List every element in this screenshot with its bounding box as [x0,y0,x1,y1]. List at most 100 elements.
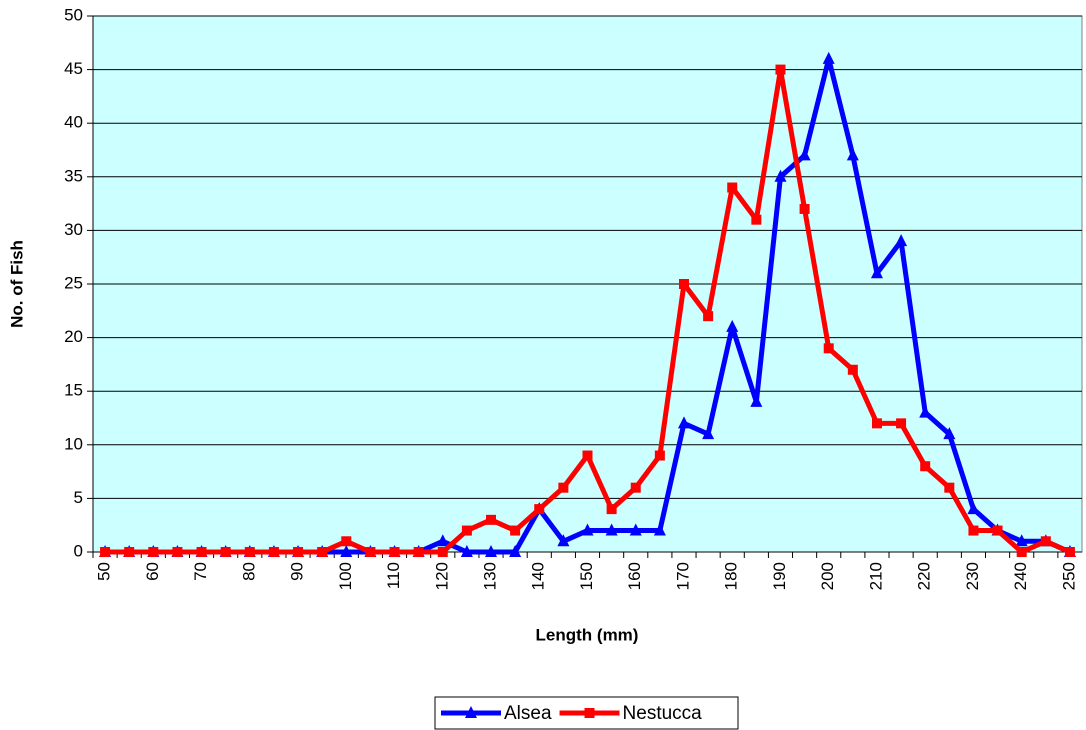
marker [582,450,593,461]
marker [678,279,689,289]
marker [196,547,207,557]
marker [534,504,545,515]
y-tick-label: 5 [74,488,83,507]
marker [465,706,477,718]
marker [389,547,400,557]
y-tick-label: 30 [64,220,83,239]
y-tick-label: 45 [64,59,83,78]
marker [510,525,521,536]
marker [750,394,763,407]
marker [341,536,352,547]
y-tick-label: 0 [74,541,83,560]
marker [920,461,931,472]
marker [895,234,908,247]
marker [727,182,738,193]
marker [653,523,666,536]
x-tick-label: 250 [1059,562,1078,590]
marker [823,343,834,354]
marker [751,214,762,225]
x-tick-label: 240 [1011,562,1030,590]
y-tick-label: 50 [64,5,83,24]
marker [172,547,183,557]
x-tick-label: 60 [143,562,162,581]
marker [436,534,449,547]
marker [702,427,715,440]
marker [968,525,979,536]
marker [413,547,424,557]
marker [846,148,859,161]
marker [293,547,304,557]
marker [557,534,570,547]
x-tick-label: 150 [577,562,596,590]
marker [822,51,835,64]
legend: Alsea Nestucca [434,696,739,730]
y-tick-label: 40 [64,113,83,132]
marker [775,64,786,75]
marker [1040,536,1051,547]
marker [244,547,255,557]
x-tick-label: 90 [288,562,307,581]
x-tick-label: 160 [625,562,644,590]
marker [509,545,522,557]
x-tick-label: 110 [384,562,403,589]
marker [558,482,569,493]
marker [798,148,811,161]
marker [1064,547,1075,557]
marker [774,169,787,182]
marker [124,547,135,557]
marker [485,545,498,557]
marker [268,547,279,557]
marker [703,311,714,322]
x-tick-label: 120 [432,562,451,590]
marker [1016,547,1027,557]
marker [581,523,594,536]
marker [606,504,617,515]
x-tick-label: 190 [770,562,789,590]
marker [1015,534,1028,547]
y-tick-label: 10 [64,434,83,453]
marker [437,547,448,557]
marker [943,427,956,440]
marker [630,482,641,493]
marker [220,547,231,557]
marker [967,502,980,515]
x-axis-title: Length (mm) [536,625,639,644]
y-tick-label: 15 [64,381,83,400]
x-tick-label: 140 [529,562,548,590]
marker [919,405,932,418]
marker [799,203,810,214]
x-tick-label: 170 [673,562,692,590]
marker [629,523,642,536]
y-tick-label: 20 [64,327,83,346]
marker [365,547,376,557]
x-tick-label: 80 [239,562,258,581]
marker [896,418,907,429]
marker [992,525,1003,536]
y-tick-label: 35 [64,166,83,185]
marker [584,708,595,718]
legend-label: Nestucca [623,703,703,724]
marker [871,418,882,429]
marker [654,450,665,461]
y-axis-title: No. of Fish [7,240,26,328]
y-tick-label: 25 [64,273,83,292]
marker [100,547,111,557]
x-tick-label: 100 [336,562,355,590]
legend-label: Alsea [504,703,552,724]
x-tick-label: 130 [480,562,499,590]
x-tick-label: 180 [722,562,741,590]
marker [726,319,739,332]
marker [460,545,473,557]
x-tick-label: 230 [963,562,982,590]
x-tick-label: 50 [95,562,114,581]
marker [148,547,159,557]
x-tick-label: 200 [818,562,837,590]
marker [870,266,883,279]
marker [605,523,618,536]
marker [847,364,858,375]
x-tick-label: 210 [866,562,885,590]
marker [317,547,328,557]
x-tick-label: 70 [191,562,210,581]
marker [944,482,955,493]
